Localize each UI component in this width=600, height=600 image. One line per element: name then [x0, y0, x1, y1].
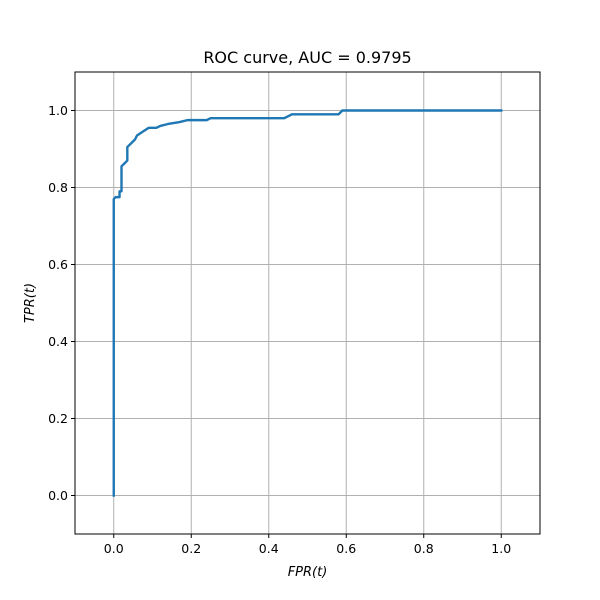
- grid-lines: [75, 72, 540, 534]
- y-tick-label: 0.6: [48, 257, 68, 272]
- chart-title: ROC curve, AUC = 0.9795: [203, 48, 411, 67]
- x-axis-label: FPR(t): [288, 565, 328, 580]
- series-layer: [112, 109, 503, 497]
- roc-curve-line: [112, 109, 503, 497]
- plot-area: [75, 72, 540, 534]
- x-tick-label: 0.0: [104, 541, 124, 556]
- plot-frame: [74, 71, 541, 535]
- x-tick-label: 0.2: [181, 541, 201, 556]
- y-axis-label: TPR(t): [23, 283, 38, 323]
- x-axis: 0.0 0.2 0.4 0.6 0.8 1.0: [104, 534, 511, 556]
- x-tick-label: 1.0: [491, 541, 511, 556]
- y-tick-label: 0.4: [48, 334, 68, 349]
- x-tick-label: 0.4: [259, 541, 279, 556]
- x-tick-label: 0.8: [414, 541, 434, 556]
- y-axis: 0.0 0.2 0.4 0.6 0.8 1.0: [48, 103, 75, 503]
- y-tick-label: 0.8: [48, 180, 68, 195]
- y-tick-label: 0.2: [48, 411, 68, 426]
- y-tick-label: 1.0: [48, 103, 68, 118]
- y-tick-label: 0.0: [48, 488, 68, 503]
- x-tick-label: 0.6: [336, 541, 356, 556]
